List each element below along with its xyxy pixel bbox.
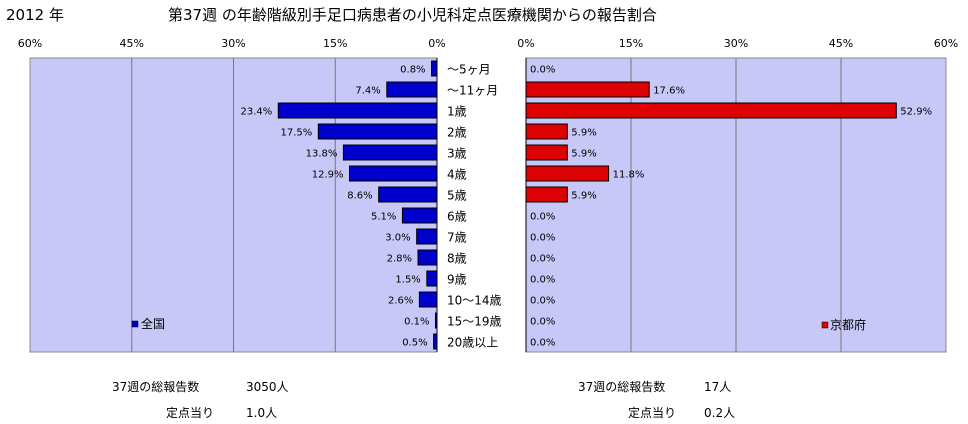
right-data-label: 0.0% — [530, 233, 555, 244]
left-bar — [317, 123, 438, 140]
right-per-label: 定点当り — [628, 406, 677, 420]
left-data-label: 12.9% — [312, 170, 344, 181]
left-per-label: 定点当り — [166, 406, 215, 420]
right-data-label: 5.9% — [571, 128, 596, 139]
left-bar — [378, 186, 438, 203]
right-data-label: 5.9% — [571, 191, 596, 202]
left-bar — [435, 312, 438, 329]
right-total-label: 37週の総報告数 — [578, 380, 666, 394]
left-tick-label: 45% — [120, 37, 144, 50]
right-data-label: 0.0% — [530, 254, 555, 265]
category-label: 5歳 — [447, 189, 467, 203]
left-tick-label: 60% — [18, 37, 42, 50]
right-data-label: 5.9% — [571, 149, 596, 160]
year-label: 2012 年 — [6, 6, 64, 24]
right-tick-label: 0% — [517, 37, 534, 50]
left-total-label: 37週の総報告数 — [112, 380, 200, 394]
legend-label-national: 全国 — [141, 316, 165, 331]
right-data-label: 0.0% — [530, 212, 555, 223]
right-total-value: 17人 — [704, 380, 732, 394]
left-bar — [433, 333, 438, 350]
right-bar — [525, 165, 610, 182]
right-bar — [525, 186, 568, 203]
right-bar — [525, 81, 650, 98]
left-bar — [431, 60, 438, 77]
left-data-label: 23.4% — [240, 107, 272, 118]
left-bar — [416, 228, 438, 245]
category-label: 20歳以上 — [447, 336, 498, 350]
right-tick-label: 30% — [724, 37, 748, 50]
left-bar — [417, 249, 438, 266]
left-data-label: 7.4% — [355, 86, 380, 97]
right-per-value: 0.2人 — [704, 406, 736, 420]
left-tick-label: 0% — [428, 37, 445, 50]
left-bar — [348, 165, 438, 182]
left-per-value: 1.0人 — [246, 406, 278, 420]
right-data-label: 17.6% — [653, 86, 685, 97]
left-bar — [342, 144, 438, 161]
right-bar — [525, 102, 897, 119]
category-label: 3歳 — [447, 147, 467, 161]
right-tick-label: 15% — [619, 37, 643, 50]
left-data-label: 2.8% — [387, 254, 412, 265]
left-data-label: 3.0% — [385, 233, 410, 244]
left-data-label: 5.1% — [371, 212, 396, 223]
left-data-label: 17.5% — [281, 128, 313, 139]
category-label: 2歳 — [447, 126, 467, 140]
right-data-label: 52.9% — [900, 107, 932, 118]
right-bar — [525, 123, 568, 140]
category-label: 10～14歳 — [447, 294, 502, 308]
right-data-label: 0.0% — [530, 65, 555, 76]
right-tick-label: 60% — [934, 37, 958, 50]
category-label: 1歳 — [447, 105, 467, 119]
left-data-label: 0.8% — [400, 65, 425, 76]
left-total-value: 3050人 — [246, 380, 289, 394]
category-label: ～11ヶ月 — [447, 84, 498, 98]
left-data-label: 0.1% — [404, 317, 429, 328]
right-data-label: 0.0% — [530, 317, 555, 328]
right-bar — [525, 144, 568, 161]
category-label: 6歳 — [447, 210, 467, 224]
right-data-label: 0.0% — [530, 275, 555, 286]
category-label: 15～19歳 — [447, 315, 502, 329]
left-bar — [426, 270, 438, 287]
left-data-label: 1.5% — [395, 275, 420, 286]
legend-label-kyoto: 京都府 — [830, 317, 866, 332]
right-data-label: 0.0% — [530, 296, 555, 307]
right-tick-label: 45% — [829, 37, 853, 50]
right-data-label: 11.8% — [613, 170, 645, 181]
left-bar — [386, 81, 438, 98]
category-label: 9歳 — [447, 273, 467, 287]
left-tick-label: 15% — [323, 37, 347, 50]
left-tick-label: 30% — [221, 37, 245, 50]
left-data-label: 8.6% — [347, 191, 372, 202]
category-label: ～5ヶ月 — [447, 63, 491, 77]
left-bar — [277, 102, 438, 119]
left-data-label: 2.6% — [388, 296, 413, 307]
category-label: 4歳 — [447, 168, 467, 182]
right-data-label: 0.0% — [530, 338, 555, 349]
left-data-label: 0.5% — [402, 338, 427, 349]
legend-marker-national — [131, 320, 139, 328]
left-data-label: 13.8% — [306, 149, 338, 160]
category-label: 7歳 — [447, 231, 467, 245]
legend-marker-kyoto — [821, 321, 829, 329]
left-bar — [418, 291, 438, 308]
left-bar — [401, 207, 438, 224]
chart-title: 第37週 の年齢階級別手足口病患者の小児科定点医療機関からの報告割合 — [168, 6, 657, 24]
category-label: 8歳 — [447, 252, 467, 266]
